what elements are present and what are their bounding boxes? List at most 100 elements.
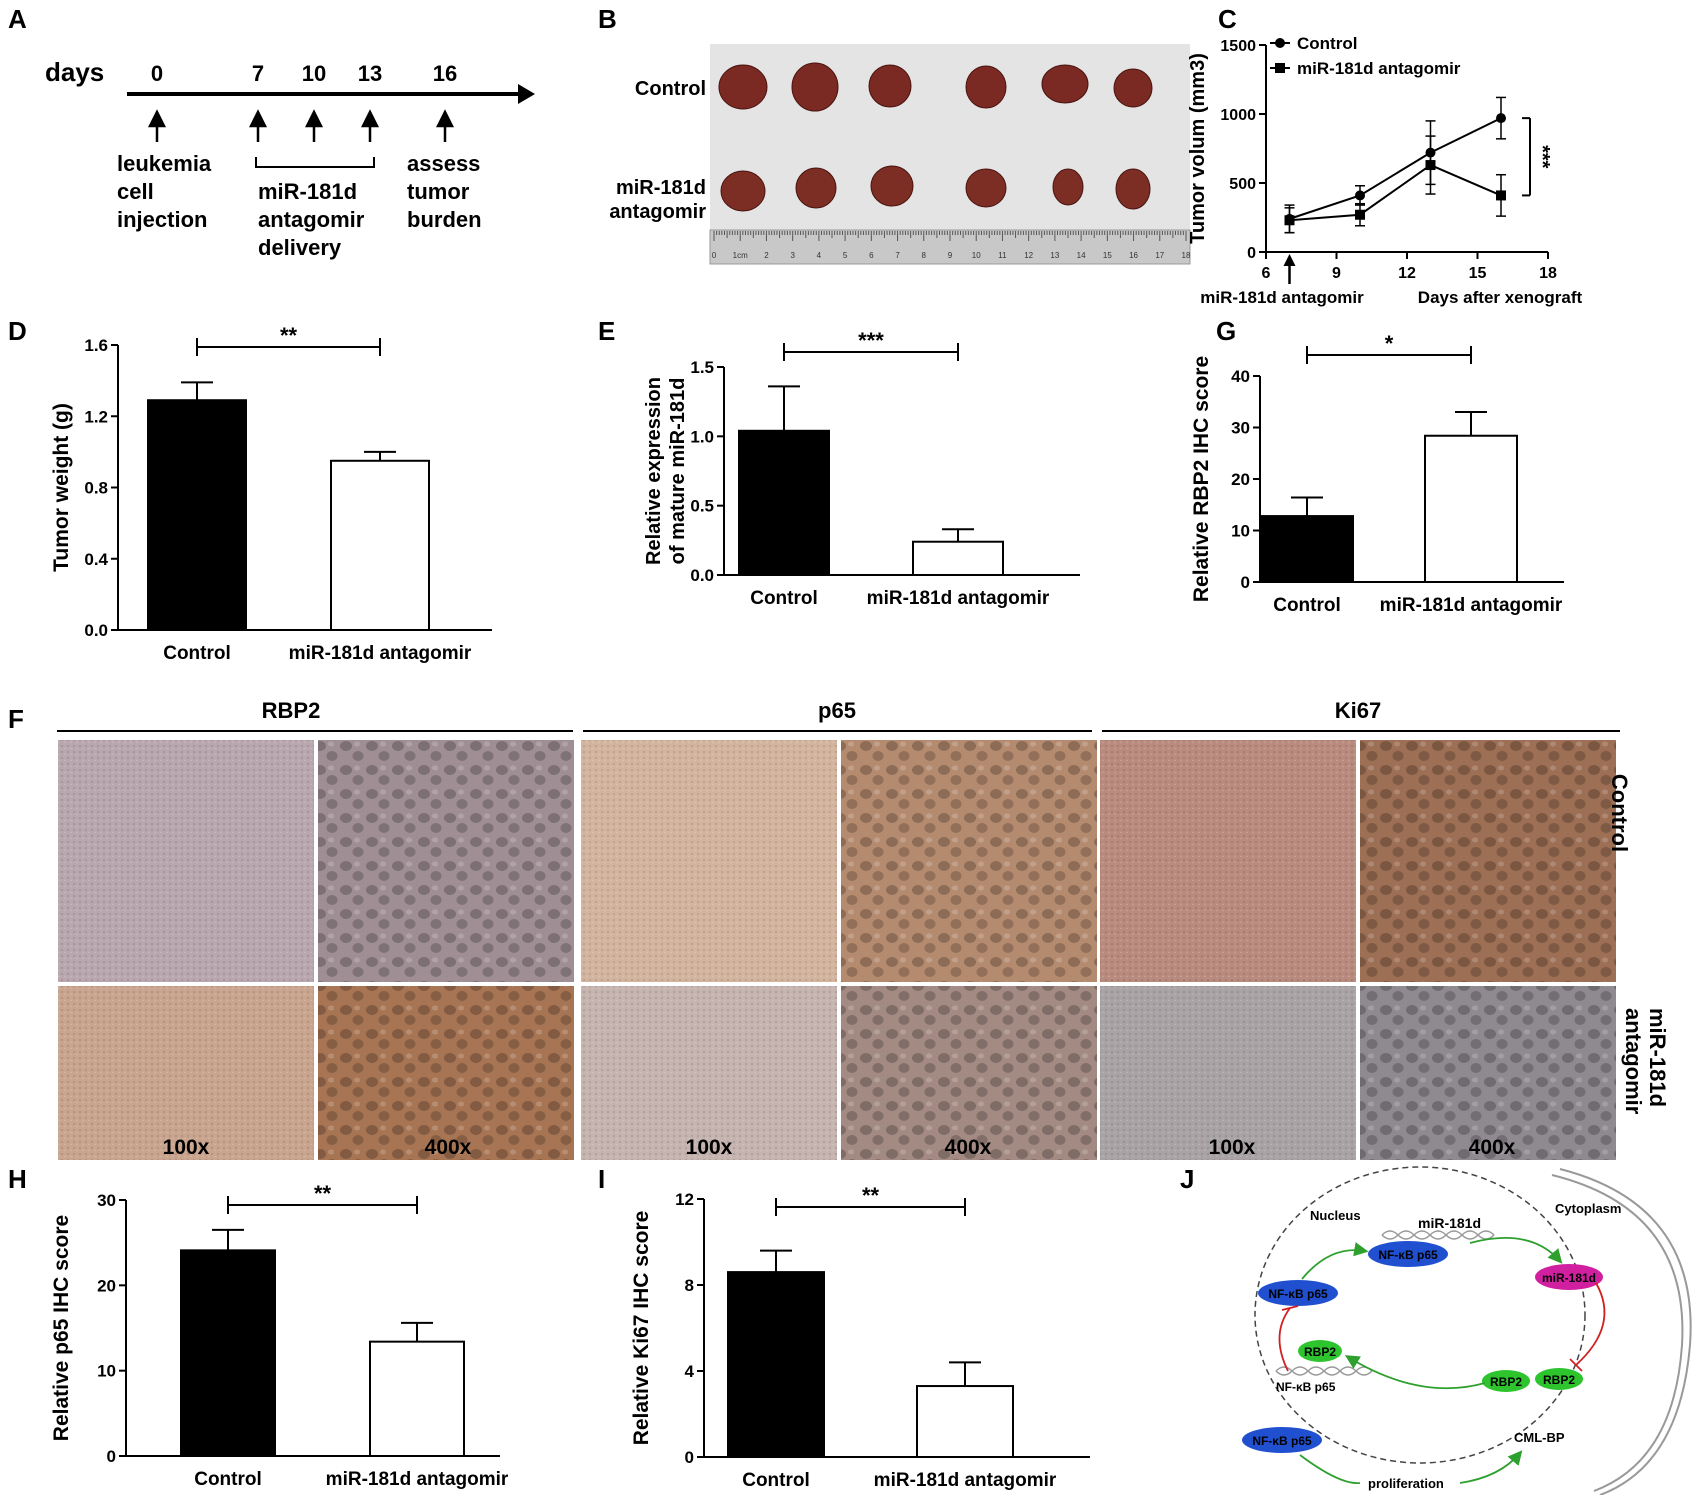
cell-membrane-outer bbox=[1559, 1168, 1692, 1495]
ruler-label: 6 bbox=[869, 251, 874, 260]
ki67-ihc-bar-chart: 0 4 8 12 Control miR-181d antagomir ** Relative… bbox=[630, 1183, 1090, 1491]
tumor-weight-bar-chart: 0.0 0.4 0.8 1.2 1.6 Control miR-181d antagomir… bbox=[50, 323, 492, 664]
significance-marker: *** bbox=[1531, 145, 1553, 169]
nfkb-node-nucleus-label: NF-κB p65 bbox=[1378, 1248, 1438, 1262]
tumor-volume-line-chart: 0 500 1000 1500 6 9 12 15 18 Tumor volum (mm3) Day… bbox=[1187, 34, 1583, 307]
y-tick-label: 0.0 bbox=[690, 566, 714, 585]
ruler-label: 3 bbox=[790, 251, 795, 260]
y-axis-label: Tumor weight (g) bbox=[50, 403, 73, 572]
photo-row-antagomir-1: miR-181d bbox=[616, 177, 706, 199]
rbp2-node-cytoplasm bbox=[1482, 1370, 1530, 1392]
nfkb-node-left bbox=[1258, 1280, 1338, 1306]
x-axis-annotation: miR-181d antagomir bbox=[1200, 288, 1364, 307]
category-label: Control bbox=[194, 1469, 262, 1490]
assess-label-3: burden bbox=[407, 207, 482, 232]
y-tick-label: 0 bbox=[1247, 245, 1256, 262]
mir181d-node-label: miR-181d bbox=[1542, 1271, 1596, 1285]
ruler-label: 10 bbox=[972, 251, 981, 260]
panel-letter-f: F bbox=[8, 704, 24, 734]
category-label: Control bbox=[750, 588, 818, 609]
ruler-label: 0 bbox=[712, 251, 717, 260]
panel-letter-e: E bbox=[598, 316, 616, 346]
tumor-photo: Control miR-181d antagomir 0 1cm 2 3 4 5 6 7 8 9 1… bbox=[609, 44, 1191, 265]
y-tick-label: 0 bbox=[685, 1448, 694, 1467]
mag-p65-400x: 400x bbox=[945, 1136, 992, 1159]
micrograph-ki67-control-100x bbox=[1100, 740, 1356, 982]
delivery-bracket bbox=[255, 157, 375, 168]
data-point-antagomir bbox=[1496, 190, 1506, 201]
y-tick-label: 500 bbox=[1229, 176, 1256, 193]
y-tick-label: 0 bbox=[107, 1447, 116, 1466]
data-point-control bbox=[1355, 190, 1365, 201]
series-line-control bbox=[1289, 117, 1502, 220]
significance-marker: ** bbox=[314, 1181, 332, 1206]
treatment-arrowhead bbox=[1283, 254, 1296, 266]
mag-ki67-400x: 400x bbox=[1469, 1136, 1516, 1159]
category-label: miR-181d antagomir bbox=[326, 1469, 509, 1490]
cell-membrane-inner bbox=[1551, 1174, 1684, 1492]
assess-label-2: tumor bbox=[407, 179, 470, 204]
y-tick-label: 4 bbox=[685, 1362, 695, 1381]
tick-day-7: 7 bbox=[252, 61, 264, 86]
legend-marker-antagomir bbox=[1275, 63, 1285, 73]
y-tick-label: 0 bbox=[1241, 573, 1250, 592]
nfkb-node-left-label: NF-κB p65 bbox=[1268, 1287, 1328, 1301]
y-axis-label-line2: of mature miR-181d bbox=[667, 378, 689, 565]
tumors-antagomir bbox=[720, 165, 1151, 212]
mag-rbp2-400x: 400x bbox=[425, 1136, 472, 1159]
significance-marker: ** bbox=[862, 1183, 880, 1208]
y-axis-label-line1: Relative expression bbox=[643, 377, 665, 565]
bar-antagomir bbox=[912, 540, 1004, 576]
mag-p65-100x: 100x bbox=[686, 1136, 733, 1159]
row-label-control: Control bbox=[1607, 774, 1632, 852]
days-label: days bbox=[45, 57, 104, 87]
x-tick-label: 18 bbox=[1539, 265, 1557, 282]
assess-label-1: assess bbox=[407, 151, 480, 176]
data-point-antagomir bbox=[1355, 209, 1365, 220]
bar-control bbox=[727, 1271, 825, 1458]
series-line-antagomir bbox=[1289, 163, 1502, 222]
y-tick-label: 10 bbox=[1231, 522, 1250, 541]
tick-day-0: 0 bbox=[151, 61, 163, 86]
significance-marker: *** bbox=[858, 328, 884, 353]
panel-letter-c: C bbox=[1218, 4, 1237, 34]
x-tick-label: 15 bbox=[1469, 265, 1487, 282]
group-label-rbp2: RBP2 bbox=[262, 698, 321, 723]
nfkb-node-bottom bbox=[1242, 1427, 1322, 1453]
y-tick-label: 20 bbox=[1231, 470, 1250, 489]
cytoplasm-label: Cytoplasm bbox=[1555, 1201, 1621, 1216]
legend-marker-control bbox=[1275, 38, 1285, 48]
ruler-label: 7 bbox=[895, 251, 900, 260]
tick-day-10: 10 bbox=[302, 61, 326, 86]
bar-antagomir bbox=[369, 1340, 465, 1457]
nucleus-boundary bbox=[1254, 1166, 1586, 1464]
legend-label-control: Control bbox=[1297, 34, 1357, 53]
group-label-ki67: Ki67 bbox=[1335, 698, 1381, 723]
y-tick-label: 40 bbox=[1231, 367, 1250, 386]
y-axis-label: Relative p65 IHC score bbox=[50, 1215, 73, 1441]
delivery-label-1: miR-181d bbox=[258, 179, 357, 204]
rbp2-node-outer bbox=[1535, 1368, 1583, 1390]
rbp2-node-nucleus-label: RBP2 bbox=[1304, 1345, 1336, 1359]
micrograph-rbp2-antagomir-400x bbox=[318, 986, 574, 1160]
tick-day-13: 13 bbox=[358, 61, 382, 86]
nucleus-label: Nucleus bbox=[1310, 1208, 1361, 1223]
y-tick-label: 20 bbox=[97, 1276, 116, 1295]
x-tick-label: 12 bbox=[1398, 265, 1416, 282]
y-tick-label: 0.4 bbox=[84, 550, 108, 569]
delivery-label-3: delivery bbox=[258, 235, 342, 260]
ruler-label: 8 bbox=[922, 251, 927, 260]
y-tick-label: 0.8 bbox=[84, 479, 108, 498]
micrograph-rbp2-control-100x bbox=[58, 740, 314, 982]
delivery-label-2: antagomir bbox=[258, 207, 365, 232]
y-axis-label: Relative RBP2 IHC score bbox=[1190, 356, 1213, 602]
y-tick-label: 12 bbox=[675, 1190, 694, 1209]
panel-letter-i: I bbox=[598, 1164, 606, 1194]
dna-helix-nfkb bbox=[1275, 1366, 1373, 1376]
y-tick-label: 30 bbox=[1231, 419, 1250, 438]
data-point-antagomir bbox=[1284, 215, 1295, 226]
x-tick-label: 6 bbox=[1262, 265, 1271, 282]
y-tick-label: 0.0 bbox=[84, 621, 108, 640]
ruler-label: 13 bbox=[1050, 251, 1059, 260]
timeline-arrowhead bbox=[518, 84, 535, 104]
